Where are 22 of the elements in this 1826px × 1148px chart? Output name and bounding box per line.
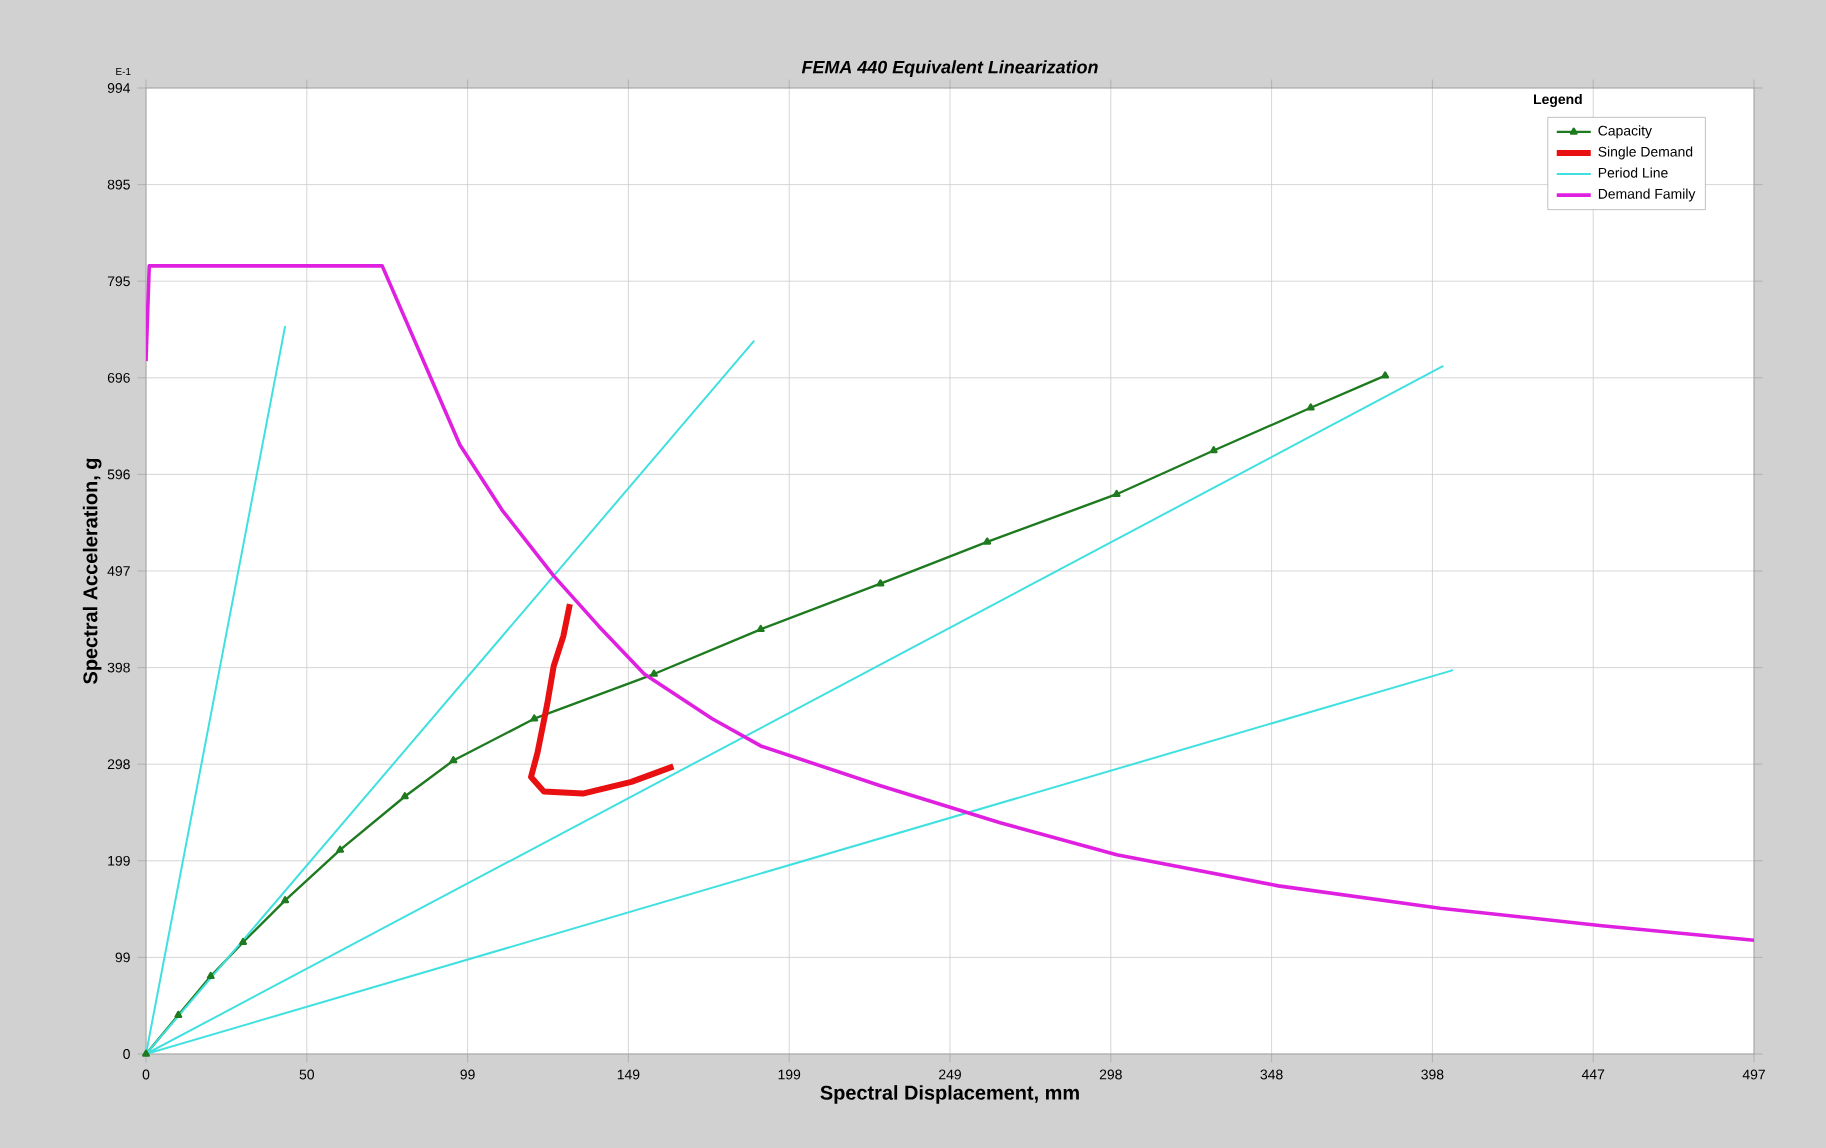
point [983,537,992,545]
point [400,792,409,800]
point [142,1049,150,1057]
x-axis-title: Spectral Displacement, mm [820,1085,1079,1104]
point [1381,371,1390,379]
y-axis-title: Spectral Acceleration, g [82,458,102,684]
point [756,624,765,633]
point [1209,446,1218,454]
line-series [528,601,677,797]
point [174,1010,183,1018]
point [281,896,290,904]
point [1306,403,1315,411]
point [530,714,539,722]
point [336,845,345,853]
point [449,756,458,764]
line-series [146,264,1755,943]
point [1112,489,1121,498]
chart-title: FEMA 440 Equivalent Linearization [801,60,1098,77]
point [239,937,248,946]
point [650,669,658,677]
point [206,971,215,980]
point [876,579,885,587]
